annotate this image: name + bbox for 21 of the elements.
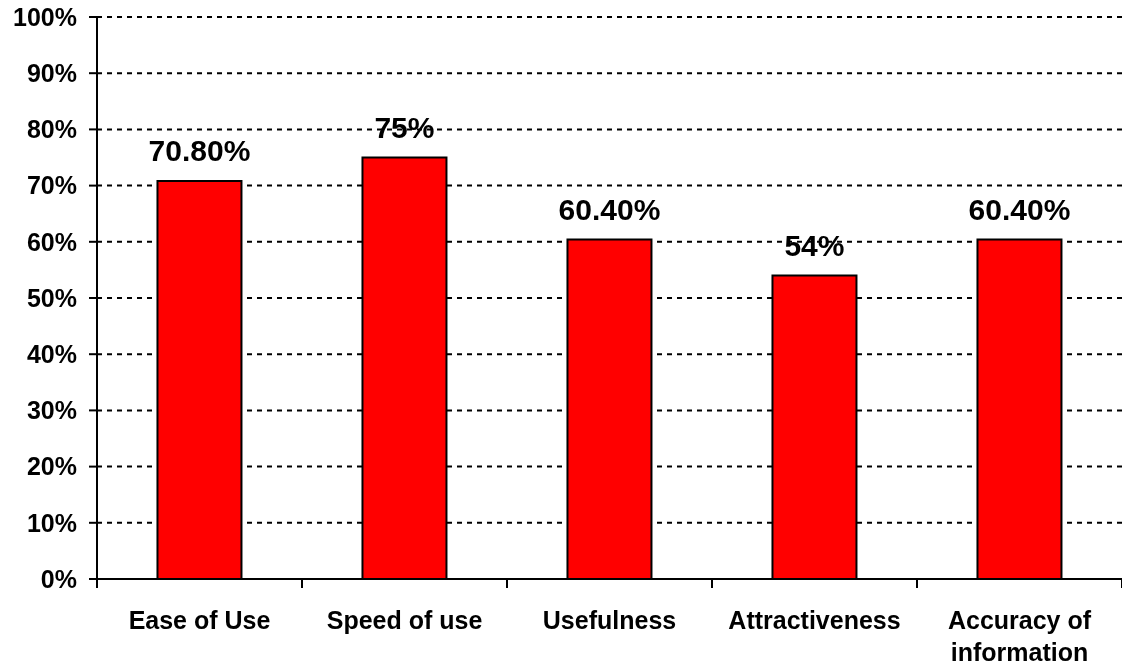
y-tick-label: 10% bbox=[26, 508, 77, 537]
y-tick-label: 80% bbox=[26, 115, 77, 144]
y-tick-label: 100% bbox=[13, 2, 77, 31]
y-tick-label: 40% bbox=[26, 340, 77, 369]
data-label: 60.40% bbox=[968, 192, 1071, 226]
x-tick-label: Ease of Use bbox=[128, 606, 271, 634]
x-tick-label: Attractiveness bbox=[728, 606, 901, 634]
data-label: 60.40% bbox=[558, 192, 661, 226]
data-label: 70.80% bbox=[148, 134, 251, 168]
y-tick-label: 30% bbox=[26, 396, 77, 425]
data-label: 54% bbox=[784, 228, 845, 262]
y-tick-label: 90% bbox=[26, 59, 77, 88]
data-label: 75% bbox=[374, 110, 435, 144]
y-tick-label: 50% bbox=[26, 283, 77, 312]
y-tick-label: 20% bbox=[26, 452, 77, 481]
x-tick-label: Speed of use bbox=[326, 606, 483, 634]
x-tick-label: Accuracy of information bbox=[947, 606, 1092, 665]
y-tick-label: 0% bbox=[40, 564, 77, 593]
x-tick-label: Usefulness bbox=[542, 606, 677, 634]
y-tick-label: 60% bbox=[26, 227, 77, 256]
y-tick-label: 70% bbox=[26, 171, 77, 200]
